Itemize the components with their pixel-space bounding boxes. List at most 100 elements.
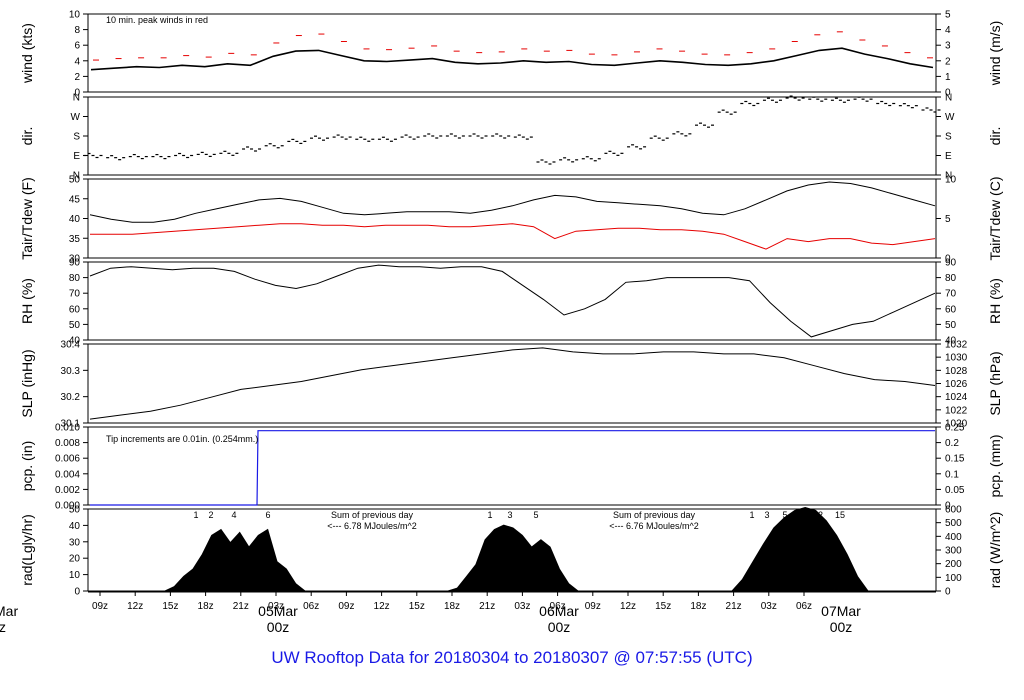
rh-ytick-label: 50 <box>69 320 81 331</box>
wind-ytick-right-label: 2 <box>945 56 951 67</box>
temp-frame <box>87 178 937 259</box>
dir-ytick-right-label: E <box>945 151 952 162</box>
radiation-area <box>447 524 580 592</box>
x-tick-label: 21z <box>479 601 495 612</box>
rad-ytick-label: 20 <box>69 554 81 565</box>
radiation-hour-label: 12 <box>813 510 823 520</box>
rad-ytick-label: 0 <box>74 587 80 598</box>
radiation-hour-label: 4 <box>231 510 236 520</box>
temp-ytick-right-label: 5 <box>945 214 951 225</box>
x-tick-label: 06z <box>303 601 319 612</box>
rh-ytick-right-label: 80 <box>945 273 957 284</box>
radiation-hour-label: 15 <box>835 510 845 520</box>
rh-frame <box>87 261 937 341</box>
slp-frame <box>87 343 937 424</box>
x-tick-label: 09z <box>92 601 108 612</box>
pcp-ytick-right-label: 0.15 <box>945 454 965 465</box>
x-tick-label: 12z <box>127 601 143 612</box>
pcp-ylabel: pcp. (in) <box>19 441 35 492</box>
day-marker-label: 06Mar <box>539 603 579 619</box>
rh-ytick-right-label: 40 <box>945 336 957 347</box>
rh-ytick-right-label: 70 <box>945 289 957 300</box>
day-marker-sub: 00z <box>267 619 290 635</box>
precip-annotation: Tip increments are 0.01in. (0.254mm.) <box>106 434 258 444</box>
day-marker-clipped-sub: z <box>0 619 6 635</box>
radiation-hour-label: 3 <box>764 510 769 520</box>
dir-ytick-label: N <box>73 171 80 182</box>
wind-ytick-label: 10 <box>69 10 81 21</box>
temp-ytick-right-label: 0 <box>945 254 951 265</box>
slp-ytick-right-label: 1024 <box>945 392 968 403</box>
x-tick-label: 18z <box>198 601 214 612</box>
dir-ytick-label: E <box>73 151 80 162</box>
slp-ytick-label: 30.3 <box>61 366 81 377</box>
x-tick-label: 12z <box>374 601 390 612</box>
x-tick-label: 18z <box>444 601 460 612</box>
day-marker-sub: 00z <box>830 619 853 635</box>
x-tick-label: 18z <box>690 601 706 612</box>
radiation-hour-label: 1 <box>749 510 754 520</box>
temp-ytick-label: 35 <box>69 234 81 245</box>
pcp-ytick-label: 0.008 <box>55 438 80 449</box>
rh-ytick-label: 80 <box>69 273 81 284</box>
dir-ytick-right-label: W <box>945 112 955 123</box>
precip-line <box>90 430 935 506</box>
rh-ytick-right-label: 50 <box>945 320 957 331</box>
rh-ytick-label: 70 <box>69 289 81 300</box>
radiation-hour-label: 9 <box>797 510 802 520</box>
rh-ylabel: RH (%) <box>19 278 35 324</box>
radiation-annotation-line2: <--- 6.78 MJoules/m^2 <box>327 521 417 531</box>
pcp-ytick-right-label: 0.05 <box>945 485 965 496</box>
slp-ytick-label: 30.4 <box>61 340 81 351</box>
slp-ytick-right-label: 1030 <box>945 353 968 364</box>
wind-ytick-right-label: 5 <box>945 10 951 21</box>
pcp-ytick-right-label: 0 <box>945 501 951 512</box>
rad-ytick-label: 50 <box>69 505 81 516</box>
slp-ylabel: SLP (inHg) <box>19 349 35 417</box>
dir-ytick-right-label: N <box>945 171 952 182</box>
wind-ytick-label: 6 <box>74 41 80 52</box>
dir-ytick-right-label: S <box>945 132 952 143</box>
slp-ytick-right-label: 1028 <box>945 366 968 377</box>
rad-ytick-right-label: 600 <box>945 505 962 516</box>
radiation-hour-label: 5 <box>533 510 538 520</box>
rh-ytick-label: 90 <box>69 258 81 269</box>
dir-frame <box>87 96 937 176</box>
pcp-ytick-label: 0.002 <box>55 485 80 496</box>
day-marker-label: 07Mar <box>821 603 861 619</box>
slp-line <box>89 347 936 420</box>
radiation-area <box>164 528 307 592</box>
temp-ytick-right-label: 10 <box>945 175 957 186</box>
temp-ylabel-right: Tair/Tdew (C) <box>987 176 1003 260</box>
rh-ytick-label: 40 <box>69 336 81 347</box>
rh-ytick-right-label: 60 <box>945 304 957 315</box>
rad-ytick-right-label: 500 <box>945 518 962 529</box>
pcp-ytick-right-label: 0.25 <box>945 423 965 434</box>
wind-ylabel: wind (kts) <box>19 23 35 84</box>
radiation-hour-label: 5 <box>782 510 787 520</box>
rad-ylabel: rad(Lgly/hr) <box>19 514 35 586</box>
wind-ytick-right-label: 4 <box>945 25 951 36</box>
radiation-hour-label: 1 <box>193 510 198 520</box>
rh-line <box>89 264 936 338</box>
radiation-hour-label: 2 <box>208 510 213 520</box>
wind-ytick-right-label: 3 <box>945 41 951 52</box>
wind-ytick-label: 0 <box>74 88 80 99</box>
dir-ytick-label: S <box>73 132 80 143</box>
x-tick-label: 03z <box>268 601 284 612</box>
rh-ylabel-right: RH (%) <box>987 278 1003 324</box>
x-tick-label: 03z <box>761 601 777 612</box>
x-tick-label: 15z <box>655 601 671 612</box>
day-marker-sub: 00z <box>548 619 571 635</box>
pcp-ytick-label: 0.010 <box>55 423 80 434</box>
slp-ytick-right-label: 1022 <box>945 405 968 416</box>
temp-ylabel: Tair/Tdew (F) <box>19 177 35 259</box>
slp-ytick-right-label: 1020 <box>945 419 968 430</box>
wind-speed-line <box>90 47 934 71</box>
x-tick-label: 15z <box>409 601 425 612</box>
rad-ytick-label: 10 <box>69 570 81 581</box>
radiation-hour-label: 6 <box>265 510 270 520</box>
rh-ytick-right-label: 90 <box>945 258 957 269</box>
wind-ytick-right-label: 0 <box>945 88 951 99</box>
rh-ytick-label: 60 <box>69 304 81 315</box>
